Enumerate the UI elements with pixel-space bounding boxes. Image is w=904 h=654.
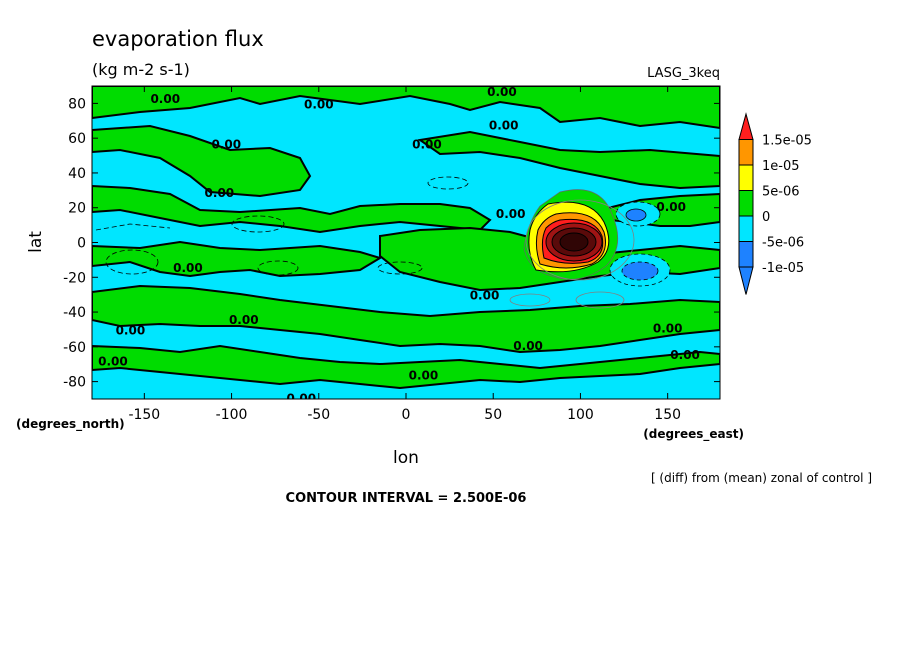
colorbar-label: 1.5e-05 bbox=[762, 134, 812, 149]
x-axis: -150 -100 -50 0 50 100 150 bbox=[128, 86, 681, 423]
colorbar-arrow-bottom bbox=[738, 266, 754, 295]
colorbar-swatch bbox=[738, 215, 754, 242]
x-tick-label: 50 bbox=[484, 407, 502, 423]
contour-label: 0.00 bbox=[656, 200, 686, 214]
x-tick-label: 150 bbox=[654, 407, 681, 423]
y-tick-label: 0 bbox=[77, 236, 86, 252]
model-label: LASG_3keq bbox=[647, 66, 720, 81]
colorbar-swatch bbox=[738, 139, 754, 166]
contour-label: 0.00 bbox=[412, 137, 442, 151]
colorbar: 1.5e-05 1e-05 5e-06 0 -5e-06 -1e-05 bbox=[738, 112, 812, 295]
x-tick-label: 100 bbox=[567, 407, 594, 423]
contour-label: 0.00 bbox=[496, 207, 526, 221]
contour-label: 0.00 bbox=[304, 97, 334, 111]
y-tick-label: 60 bbox=[68, 131, 86, 147]
contour-label: 0.00 bbox=[150, 92, 180, 106]
colorbar-arrow-top bbox=[738, 112, 754, 140]
y-tick-label: -80 bbox=[63, 375, 86, 391]
colorbar-swatch bbox=[738, 241, 754, 268]
x-axis-label: lon bbox=[393, 448, 419, 468]
y-tick-label: -40 bbox=[63, 305, 86, 321]
contour-label: 0.00 bbox=[670, 348, 700, 362]
x-tick-label: -150 bbox=[128, 407, 160, 423]
gray-contours bbox=[509, 199, 635, 309]
contour-label: 0.00 bbox=[470, 289, 500, 303]
x-tick-label: 0 bbox=[402, 407, 411, 423]
chart-units: (kg m-2 s-1) bbox=[92, 60, 190, 79]
colorbar-label: 1e-05 bbox=[762, 159, 800, 174]
y-tick-label: 40 bbox=[68, 166, 86, 182]
x-tick-label: -100 bbox=[216, 407, 248, 423]
contour-label: 0.00 bbox=[489, 118, 519, 132]
colorbar-label: 5e-06 bbox=[762, 185, 800, 200]
contour-label: 0.00 bbox=[409, 369, 439, 383]
contour-label: 0.00 bbox=[287, 391, 317, 405]
contour-label: 0.00 bbox=[212, 137, 242, 151]
contour-interval-text: CONTOUR INTERVAL = 2.500E-06 bbox=[286, 491, 527, 506]
contour-label: 0.00 bbox=[229, 313, 259, 327]
chart-title: evaporation flux bbox=[92, 27, 264, 51]
colorbar-swatch bbox=[738, 164, 754, 191]
y-tick-label: 80 bbox=[68, 96, 86, 112]
contour-label: 0.00 bbox=[205, 186, 235, 200]
contour-label: 0.00 bbox=[173, 261, 203, 275]
negative-contours bbox=[95, 176, 469, 276]
y-unit-label: (degrees_north) bbox=[16, 417, 125, 432]
y-tick-label: 20 bbox=[68, 201, 86, 217]
contour-label: 0.00 bbox=[98, 355, 128, 369]
x-unit-label: (degrees_east) bbox=[643, 427, 744, 442]
y-tick-label: -20 bbox=[63, 270, 86, 286]
colorbar-label: -5e-06 bbox=[762, 236, 804, 251]
colorbar-label: -1e-05 bbox=[762, 261, 804, 276]
contour-label: 0.00 bbox=[513, 339, 543, 353]
y-tick-label: -60 bbox=[63, 340, 86, 356]
colorbar-label: 0 bbox=[762, 210, 770, 225]
contour-label: 0.00 bbox=[653, 322, 683, 336]
x-tick-label: -50 bbox=[307, 407, 330, 423]
note-text: [ (diff) from (mean) zonal of control ] bbox=[651, 471, 872, 485]
plot-area: 0.00 0.00 0.00 0.00 0.00 0.00 0.00 0.00 0.00 0.00… bbox=[92, 85, 720, 405]
contour-label: 0.00 bbox=[116, 323, 146, 337]
y-axis-label: lat bbox=[26, 231, 46, 253]
contour-label: 0.00 bbox=[487, 85, 517, 99]
y-axis: 80 60 40 20 0 -20 -40 -60 -80 bbox=[63, 96, 720, 391]
contour-labels: 0.00 0.00 0.00 0.00 0.00 0.00 0.00 0.00 0.00 0.00… bbox=[98, 85, 700, 405]
colorbar-swatch bbox=[738, 190, 754, 217]
